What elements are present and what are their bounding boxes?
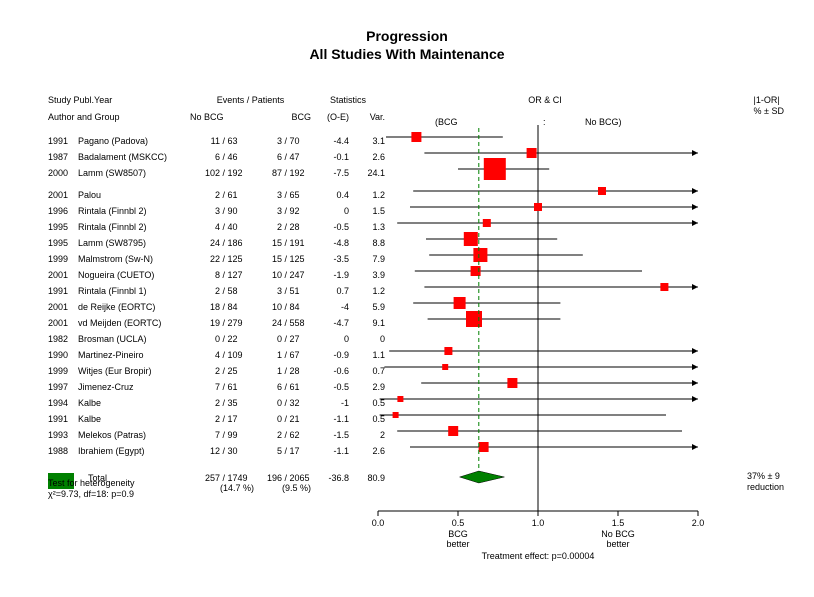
heterogeneity-test: Test for heterogeneity χ²=9.73, df=18: p…	[48, 478, 135, 500]
svg-text:2.0: 2.0	[692, 518, 705, 528]
forest-plot: 0.00.51.01.52.0BCGbetterNo BCGbetterTrea…	[48, 125, 718, 597]
svg-text:0.5: 0.5	[452, 518, 465, 528]
svg-text:No BCG: No BCG	[601, 529, 635, 539]
svg-text:0.0: 0.0	[372, 518, 385, 528]
svg-text:Treatment effect: p=0.00004: Treatment effect: p=0.00004	[482, 551, 595, 561]
hdr-stats: Statistics	[311, 95, 385, 112]
title-line-2: All Studies With Maintenance	[0, 46, 814, 64]
right-header: |1-OR| % ± SD	[754, 95, 784, 117]
title-line-1: Progression	[0, 28, 814, 46]
total-right: 37% ± 9reduction	[747, 471, 784, 493]
hdr-year: Study Publ.Year	[48, 95, 190, 112]
svg-text:better: better	[446, 539, 469, 549]
svg-text:better: better	[606, 539, 629, 549]
svg-text:BCG: BCG	[448, 529, 468, 539]
hdr-orci: OR & CI	[385, 95, 705, 112]
hdr-events: Events / Patients	[190, 95, 311, 112]
svg-text:1.0: 1.0	[532, 518, 545, 528]
svg-text:1.5: 1.5	[612, 518, 625, 528]
